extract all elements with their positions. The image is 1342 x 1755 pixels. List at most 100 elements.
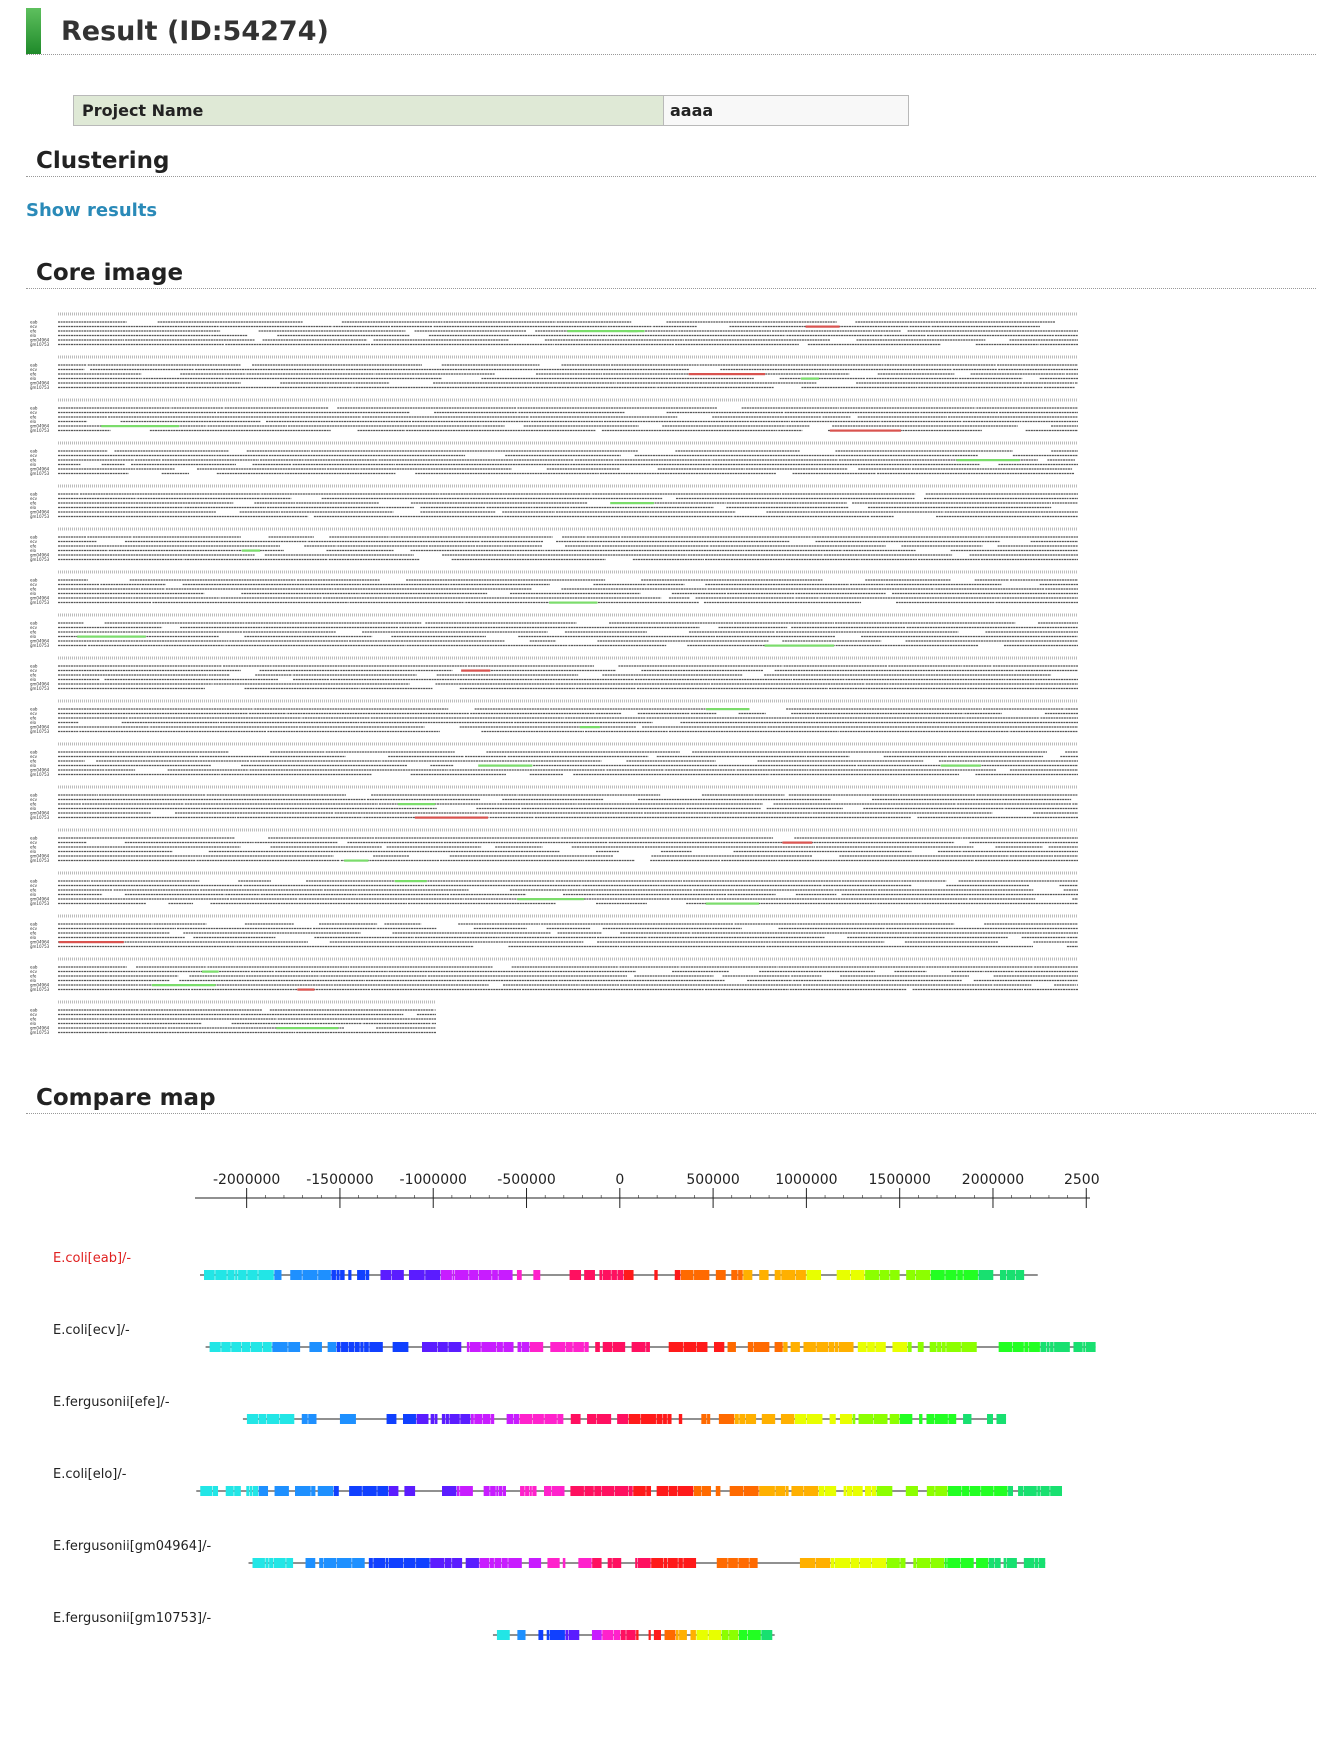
axis-tick-label: 500000	[686, 1172, 739, 1188]
track-block	[519, 1414, 533, 1424]
core-highlight	[414, 816, 489, 819]
core-highlight	[241, 549, 261, 552]
core-row-label: ecv	[30, 840, 38, 845]
track-block	[557, 1414, 564, 1424]
track-block	[309, 1342, 322, 1352]
track-block	[607, 1558, 612, 1568]
track-label: E.coli[eab]/-	[53, 1251, 131, 1266]
core-row-label: gm10753	[30, 729, 50, 734]
track-block	[707, 1414, 711, 1424]
track-block	[599, 1270, 603, 1280]
axis-tick-label: -2000000	[213, 1172, 280, 1188]
track-block	[490, 1486, 496, 1496]
track-block	[718, 1414, 735, 1424]
track-block	[408, 1270, 425, 1280]
core-row-label: eab	[30, 449, 38, 454]
core-row-label: efe	[30, 802, 37, 807]
page-title: Result (ID:54274)	[61, 16, 329, 47]
track-block	[489, 1558, 494, 1568]
track-block	[538, 1630, 544, 1640]
project-name-value: aaaa	[664, 96, 908, 125]
track-block	[516, 1270, 522, 1280]
compare-map-heading: Compare map	[26, 1085, 1316, 1114]
track-block	[305, 1558, 316, 1568]
axis-tick-label: 2000000	[962, 1172, 1024, 1188]
track-block	[521, 1342, 530, 1352]
track-block	[238, 1270, 247, 1280]
track-block	[850, 1270, 865, 1280]
track-block	[584, 1342, 589, 1352]
core-highlight	[688, 373, 766, 376]
track-block	[799, 1558, 816, 1568]
track-block	[1040, 1342, 1047, 1352]
track-block	[1006, 1558, 1017, 1568]
track-block	[327, 1342, 337, 1352]
axis-tick-label: 1000000	[775, 1172, 837, 1188]
core-highlight	[77, 635, 146, 638]
show-results-link[interactable]: Show results	[26, 200, 158, 221]
track-block	[976, 1558, 989, 1568]
track-block	[444, 1558, 452, 1568]
track-block	[871, 1558, 887, 1568]
core-row-label: gm04964	[30, 768, 50, 773]
track-block	[944, 1558, 947, 1568]
track-block	[628, 1414, 641, 1424]
core-row-label: gm04964	[30, 682, 50, 687]
track-block	[1083, 1342, 1086, 1352]
track-block	[978, 1270, 994, 1280]
track-block	[628, 1486, 633, 1496]
track-block	[258, 1486, 269, 1496]
track-block	[246, 1486, 250, 1496]
track-block	[209, 1342, 221, 1352]
track-block	[830, 1558, 835, 1568]
core-highlight	[956, 459, 1020, 462]
track-block	[212, 1486, 219, 1496]
track-block	[886, 1558, 900, 1568]
track-block	[947, 1486, 962, 1496]
track-block	[215, 1270, 227, 1280]
core-row-label: elo	[30, 548, 37, 553]
track-block	[818, 1486, 825, 1496]
track-block	[422, 1342, 438, 1352]
track-block	[1050, 1486, 1063, 1496]
track-block	[388, 1558, 404, 1568]
track-block	[667, 1558, 678, 1568]
core-row-label: efe	[30, 974, 37, 979]
track-label: E.fergusonii[efe]/-	[53, 1395, 170, 1410]
core-row-label: gm04964	[30, 725, 50, 730]
track-block	[404, 1486, 416, 1496]
track-block	[1012, 1342, 1024, 1352]
track-block	[981, 1486, 994, 1496]
track-block	[403, 1558, 416, 1568]
track-label: E.coli[elo]/-	[53, 1467, 127, 1482]
core-row-label: eab	[30, 578, 38, 583]
track-block	[1024, 1342, 1029, 1352]
axis-tick-label: 25000	[1064, 1172, 1100, 1188]
track-block	[729, 1486, 744, 1496]
core-row-label: eab	[30, 406, 38, 411]
track-block	[565, 1630, 569, 1640]
track-block	[781, 1270, 796, 1280]
core-highlight	[940, 764, 981, 767]
core-row-label: elo	[30, 677, 37, 682]
track-block	[231, 1342, 242, 1352]
track-block	[865, 1270, 879, 1280]
track-block	[470, 1414, 474, 1424]
core-row-label: ecv	[30, 797, 38, 802]
core-row-label: elo	[30, 419, 37, 424]
core-highlight	[201, 970, 219, 973]
core-row-label: elo	[30, 634, 37, 639]
track-block	[829, 1414, 836, 1424]
track-block	[919, 1414, 923, 1424]
track-block	[759, 1270, 769, 1280]
track-block	[930, 1558, 945, 1568]
track-block	[948, 1414, 957, 1424]
track-block	[496, 1486, 499, 1496]
track-block	[200, 1486, 213, 1496]
track-block	[290, 1270, 302, 1280]
track-block	[1054, 1342, 1070, 1352]
